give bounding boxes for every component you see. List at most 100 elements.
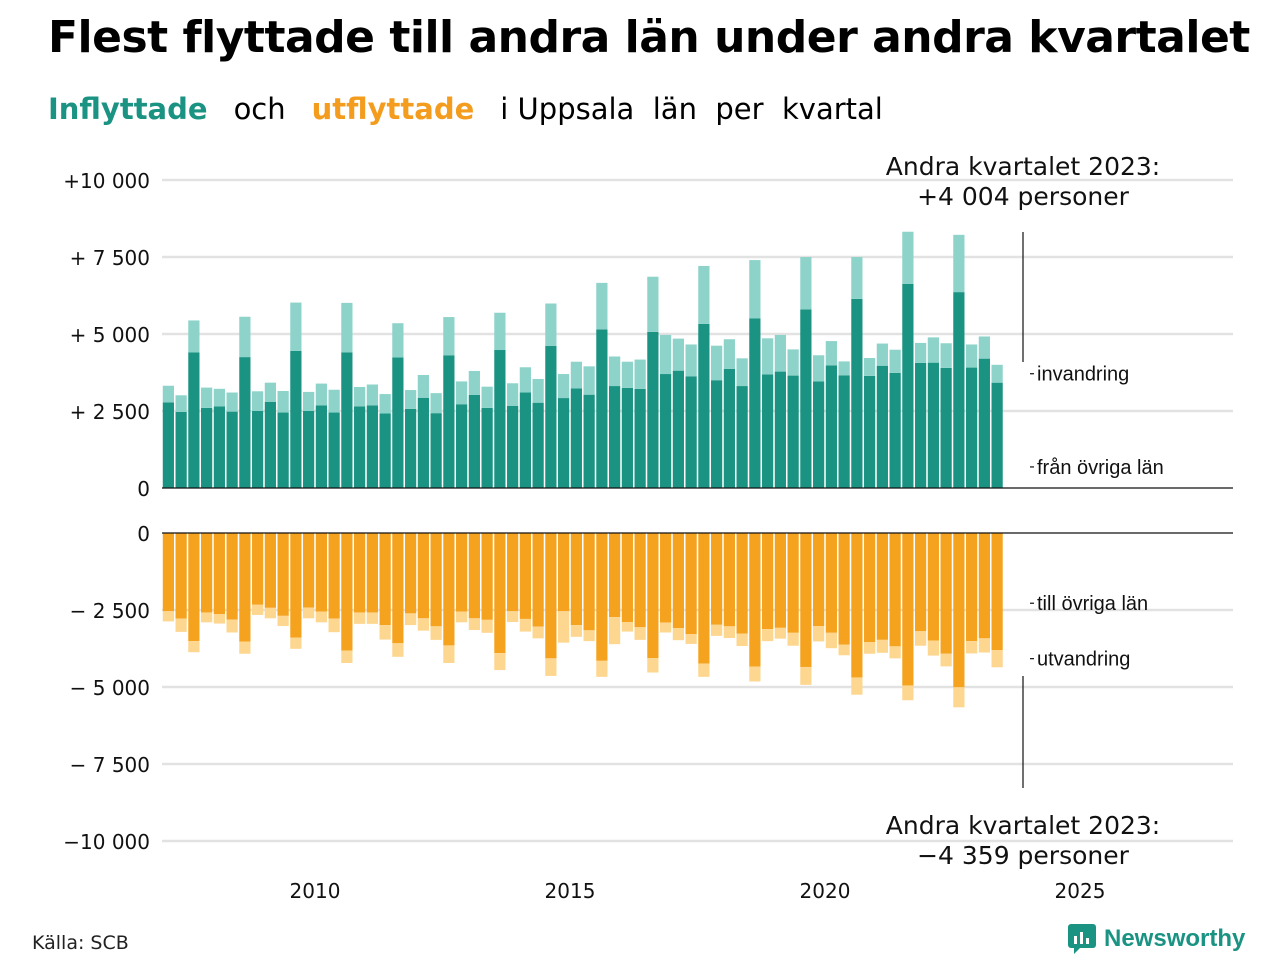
bar-out-domestic — [953, 533, 965, 688]
bar-in-immigration — [162, 385, 174, 403]
bar-in-immigration — [481, 386, 493, 408]
bar-in-domestic — [201, 407, 213, 488]
bar-in-domestic — [685, 376, 697, 488]
bar-in-domestic — [596, 329, 608, 488]
bar-out-domestic — [927, 533, 939, 641]
bar-out-emigration — [774, 627, 786, 639]
bar-out-domestic — [303, 533, 315, 608]
bar-in-domestic — [443, 355, 455, 488]
bar-out-emigration — [583, 630, 595, 642]
bar-in-immigration — [366, 384, 378, 406]
bar-out-domestic — [443, 533, 455, 646]
bar-out-emigration — [864, 642, 876, 654]
bar-out-domestic — [507, 533, 519, 612]
bar-in-immigration — [277, 390, 289, 413]
bar-out-domestic — [354, 533, 366, 613]
bar-in-immigration — [558, 374, 570, 399]
bar-in-immigration — [621, 361, 633, 388]
bar-in-immigration — [966, 344, 978, 368]
bar-in-domestic — [354, 406, 366, 488]
bar-in-immigration — [685, 344, 697, 377]
bar-in-immigration — [978, 336, 990, 359]
bar-in-domestic — [519, 392, 531, 488]
bar-in-immigration — [940, 343, 952, 368]
bar-out-emigration — [239, 641, 251, 654]
bar-in-domestic — [290, 350, 302, 488]
bar-in-immigration — [736, 358, 748, 387]
bar-out-domestic — [570, 533, 582, 626]
bar-in-immigration — [201, 387, 213, 408]
bar-out-emigration — [290, 637, 302, 649]
x-tick-label: 2025 — [1055, 879, 1106, 903]
bar-out-domestic — [519, 533, 531, 619]
newsworthy-logo-text: Newsworthy — [1104, 925, 1246, 952]
bar-in-domestic — [787, 375, 799, 488]
bottom-annotation-line1: Andra kvartalet 2023: — [886, 811, 1160, 840]
bar-in-domestic — [876, 365, 888, 488]
bar-out-emigration — [519, 618, 531, 632]
bar-out-emigration — [672, 628, 684, 641]
bar-out-emigration — [277, 615, 289, 627]
bar-in-domestic — [532, 402, 544, 488]
bar-out-domestic — [621, 533, 633, 623]
bar-in-domestic — [647, 331, 659, 488]
bar-out-domestic — [762, 533, 774, 630]
bottom-y-tick-label: − 2 500 — [70, 599, 150, 623]
bar-out-emigration — [762, 629, 774, 642]
bar-in-domestic — [379, 413, 391, 488]
bar-in-immigration — [417, 374, 429, 398]
bar-in-domestic — [175, 411, 187, 488]
bar-in-domestic — [813, 381, 825, 488]
bar-in-domestic — [966, 367, 978, 488]
bar-in-domestic — [558, 398, 570, 488]
bar-out-domestic — [634, 533, 646, 628]
bar-out-domestic — [723, 533, 735, 627]
bar-out-emigration — [876, 639, 888, 653]
bar-in-domestic — [366, 405, 378, 488]
bar-in-domestic — [315, 405, 327, 488]
bar-out-emigration — [991, 650, 1003, 668]
bar-in-immigration — [213, 388, 225, 407]
bar-in-domestic — [978, 358, 990, 488]
bar-in-immigration — [379, 394, 391, 414]
bottom-y-tick-label: 0 — [137, 522, 150, 546]
legend-invandring: invandring — [1037, 364, 1129, 386]
bar-in-domestic — [634, 388, 646, 488]
bar-in-domestic — [392, 357, 404, 488]
bar-out-emigration — [392, 643, 404, 657]
bar-out-emigration — [800, 666, 812, 685]
bar-out-emigration — [634, 627, 646, 640]
bar-out-domestic — [825, 533, 837, 633]
bar-out-domestic — [417, 533, 429, 619]
legend-fran-ovriga-lan: från övriga län — [1037, 457, 1164, 479]
bar-in-domestic — [889, 372, 901, 488]
bar-out-emigration — [787, 632, 799, 646]
bar-out-emigration — [507, 611, 519, 623]
bar-out-emigration — [379, 625, 391, 640]
bar-out-emigration — [940, 653, 952, 667]
bar-in-immigration — [328, 389, 340, 413]
bar-out-emigration — [213, 614, 225, 624]
bar-out-emigration — [417, 618, 429, 631]
top-y-tick-label: + 7 500 — [70, 246, 150, 270]
bar-in-domestic — [800, 309, 812, 488]
bar-out-emigration — [494, 653, 506, 671]
bar-out-emigration — [366, 612, 378, 624]
bar-in-domestic — [621, 387, 633, 488]
legend-till-ovriga-lan: till övriga län — [1037, 593, 1148, 615]
bar-out-emigration — [481, 619, 493, 633]
bar-in-immigration — [430, 393, 442, 414]
bar-out-emigration — [430, 626, 442, 640]
bar-out-domestic — [430, 533, 442, 627]
bar-in-immigration — [354, 386, 366, 407]
bar-out-domestic — [774, 533, 786, 628]
bar-in-immigration — [825, 341, 837, 366]
bar-in-immigration — [838, 361, 850, 376]
bar-in-domestic — [405, 408, 417, 488]
bar-out-emigration — [749, 666, 761, 682]
top-y-tick-label: + 2 500 — [70, 400, 150, 424]
bar-out-domestic — [188, 533, 200, 642]
bar-out-domestic — [838, 533, 850, 645]
bar-in-immigration — [239, 316, 251, 358]
bar-in-domestic — [902, 283, 914, 488]
